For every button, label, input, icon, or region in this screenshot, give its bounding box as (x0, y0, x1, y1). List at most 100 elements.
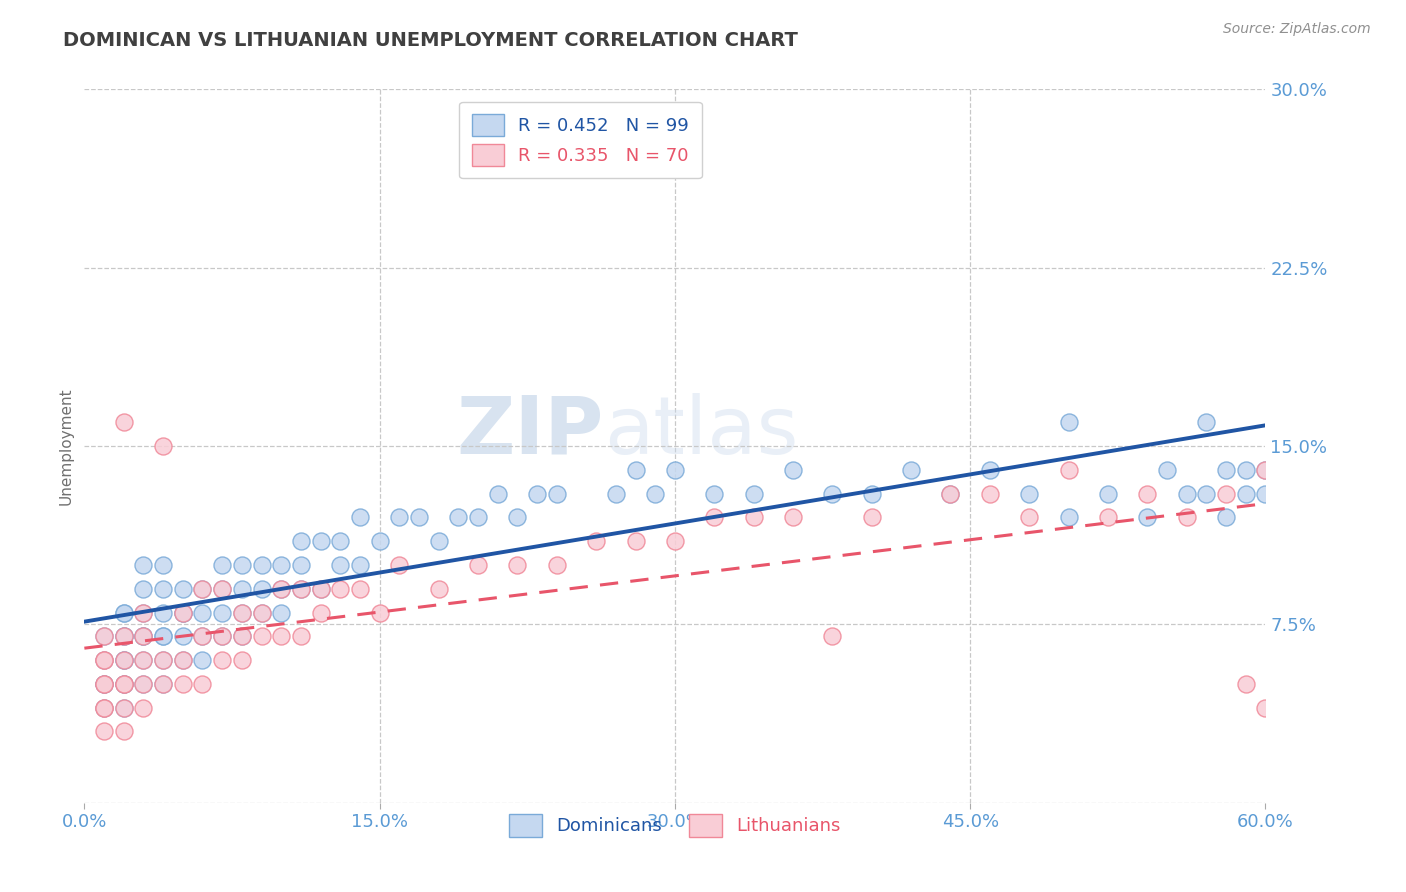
Point (132, 677, 155, 691)
Point (1057, 415, 1080, 429)
Point (93, 724, 115, 739)
Point (309, 534, 332, 549)
Point (1018, 510, 1040, 524)
Point (290, 534, 312, 549)
Point (939, 486, 962, 500)
Point (231, 606, 253, 620)
Point (93, 629, 115, 643)
Point (1018, 486, 1040, 500)
Point (1234, 486, 1257, 500)
Point (211, 558, 233, 572)
Point (112, 629, 135, 643)
Point (152, 439, 174, 453)
Point (486, 486, 509, 500)
Point (329, 558, 352, 572)
Point (1215, 463, 1237, 477)
Point (427, 582, 450, 596)
Point (132, 653, 155, 667)
Point (1215, 486, 1237, 500)
Point (290, 629, 312, 643)
Point (231, 582, 253, 596)
Point (152, 677, 174, 691)
Point (1234, 463, 1257, 477)
Point (93, 677, 115, 691)
Point (93, 653, 115, 667)
Point (211, 629, 233, 643)
Y-axis label: Unemployment: Unemployment (58, 387, 73, 505)
Point (112, 653, 135, 667)
Point (211, 653, 233, 667)
Point (250, 558, 273, 572)
Point (329, 534, 352, 549)
Point (93, 653, 115, 667)
Point (329, 582, 352, 596)
Point (172, 677, 194, 691)
Point (191, 582, 214, 596)
Point (211, 629, 233, 643)
Point (1254, 486, 1277, 500)
Point (191, 606, 214, 620)
Point (112, 653, 135, 667)
Point (290, 582, 312, 596)
Point (132, 582, 155, 596)
Point (132, 629, 155, 643)
Point (664, 534, 686, 549)
Point (211, 582, 233, 596)
Point (585, 534, 607, 549)
Point (644, 486, 666, 500)
Point (270, 558, 292, 572)
Point (152, 653, 174, 667)
Text: atlas: atlas (605, 392, 799, 471)
Point (1175, 486, 1198, 500)
Point (782, 463, 804, 477)
Point (546, 486, 568, 500)
Point (368, 606, 391, 620)
Point (1234, 677, 1257, 691)
Point (1215, 510, 1237, 524)
Point (112, 677, 135, 691)
Point (467, 558, 489, 572)
Point (742, 510, 765, 524)
Point (93, 677, 115, 691)
Point (309, 582, 332, 596)
Legend: Dominicans, Lithuanians: Dominicans, Lithuanians (502, 807, 848, 844)
Text: ZIP: ZIP (457, 392, 605, 471)
Point (172, 582, 194, 596)
Point (172, 653, 194, 667)
Point (388, 558, 411, 572)
Point (152, 582, 174, 596)
Point (546, 558, 568, 572)
Point (821, 486, 844, 500)
Point (112, 606, 135, 620)
Point (1097, 486, 1119, 500)
Point (112, 677, 135, 691)
Point (172, 606, 194, 620)
Point (742, 486, 765, 500)
Point (290, 558, 312, 572)
Point (191, 582, 214, 596)
Point (270, 582, 292, 596)
Point (349, 510, 371, 524)
Point (585, 153, 607, 168)
Point (290, 582, 312, 596)
Point (172, 653, 194, 667)
Point (112, 700, 135, 714)
Point (211, 606, 233, 620)
Text: Source: ZipAtlas.com: Source: ZipAtlas.com (1223, 22, 1371, 37)
Point (270, 582, 292, 596)
Point (250, 606, 273, 620)
Point (93, 700, 115, 714)
Point (900, 463, 922, 477)
Point (112, 629, 135, 643)
Point (231, 629, 253, 643)
Point (132, 653, 155, 667)
Point (1254, 700, 1277, 714)
Point (624, 463, 647, 477)
Point (132, 629, 155, 643)
Point (703, 510, 725, 524)
Point (467, 510, 489, 524)
Point (703, 486, 725, 500)
Point (250, 606, 273, 620)
Point (132, 629, 155, 643)
Point (506, 510, 529, 524)
